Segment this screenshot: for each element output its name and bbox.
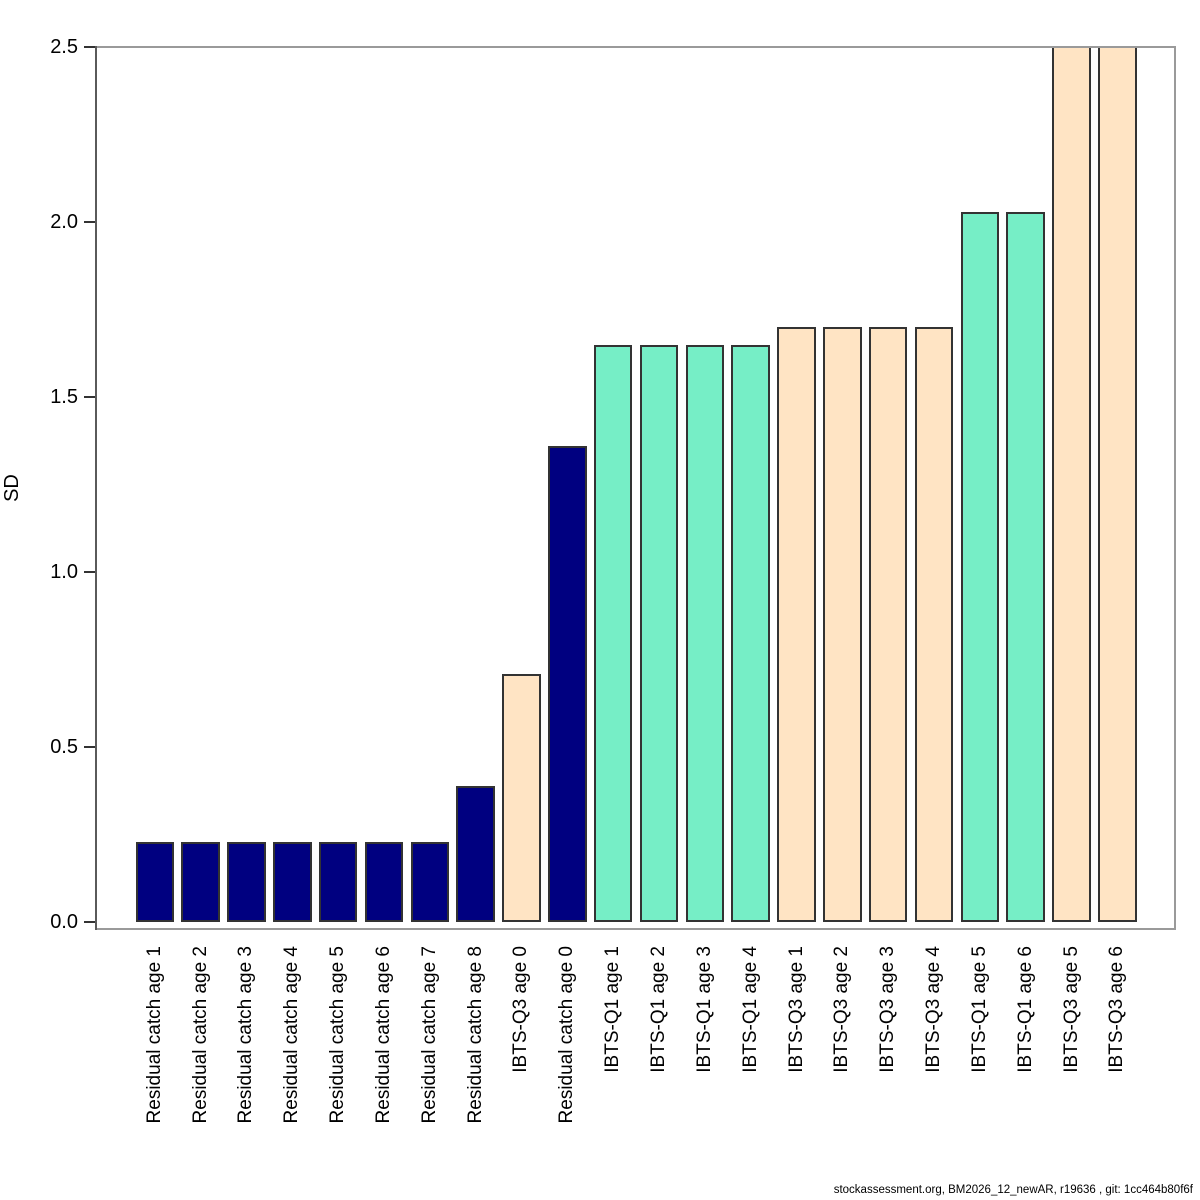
y-tick-mark-1.0 — [84, 571, 96, 573]
x-tick-label-ibts-q3-age-3: IBTS-Q3 age 3 — [877, 946, 899, 1073]
bar-ibts-q1-age-1 — [593, 344, 633, 922]
y-tick-mark-1.5 — [84, 396, 96, 398]
bar-ibts-q3-age-3 — [868, 327, 908, 922]
x-tick-label-residual-catch-age-3: Residual catch age 3 — [235, 946, 257, 1124]
bar-ibts-q1-age-2 — [639, 344, 679, 922]
y-tick-mark-0.0 — [84, 921, 96, 923]
y-axis-title: SD — [1, 474, 23, 502]
y-tick-label-0.5: 0.5 — [50, 736, 78, 758]
x-tick-label-residual-catch-age-6: Residual catch age 6 — [372, 946, 394, 1124]
x-tick-label-residual-catch-age-8: Residual catch age 8 — [464, 946, 486, 1124]
x-tick-label-ibts-q3-age-6: IBTS-Q3 age 6 — [1106, 946, 1128, 1073]
x-tick-label-ibts-q1-age-3: IBTS-Q1 age 3 — [693, 946, 715, 1073]
y-tick-mark-0.5 — [84, 746, 96, 748]
x-tick-label-ibts-q1-age-5: IBTS-Q1 age 5 — [968, 946, 990, 1073]
y-tick-label-2.0: 2.0 — [50, 211, 78, 233]
bar-residual-catch-age-6 — [364, 841, 404, 922]
x-tick-label-ibts-q1-age-1: IBTS-Q1 age 1 — [602, 946, 624, 1073]
y-tick-label-1.5: 1.5 — [50, 386, 78, 408]
watermark-text: stockassessment.org, BM2026_12_newAR, r1… — [833, 1184, 1193, 1196]
bar-ibts-q1-age-4 — [731, 344, 770, 922]
x-tick-label-residual-catch-age-4: Residual catch age 4 — [281, 946, 303, 1124]
bar-residual-catch-age-1 — [135, 841, 174, 922]
bar-residual-catch-age-4 — [273, 841, 312, 922]
x-tick-label-residual-catch-age-7: Residual catch age 7 — [418, 946, 440, 1124]
bar-ibts-q1-age-5 — [960, 211, 1000, 922]
bar-ibts-q3-age-6 — [1098, 47, 1137, 922]
x-tick-label-ibts-q3-age-5: IBTS-Q3 age 5 — [1060, 946, 1082, 1073]
x-tick-label-ibts-q1-age-2: IBTS-Q1 age 2 — [647, 946, 669, 1073]
bar-ibts-q3-age-1 — [777, 327, 816, 922]
x-tick-label-ibts-q3-age-2: IBTS-Q3 age 2 — [831, 946, 853, 1073]
x-tick-label-residual-catch-age-5: Residual catch age 5 — [327, 946, 349, 1124]
y-tick-mark-2.0 — [84, 221, 96, 223]
bar-ibts-q3-age-2 — [823, 327, 862, 922]
bar-residual-catch-age-2 — [181, 841, 220, 922]
x-tick-label-residual-catch-age-1: Residual catch age 1 — [143, 946, 165, 1124]
y-tick-label-0.0: 0.0 — [50, 911, 78, 933]
bar-residual-catch-age-5 — [318, 841, 358, 922]
y-tick-mark-2.5 — [84, 46, 96, 48]
x-tick-label-ibts-q3-age-4: IBTS-Q3 age 4 — [923, 946, 945, 1073]
y-axis-line — [95, 46, 97, 930]
bar-ibts-q3-age-5 — [1052, 47, 1091, 922]
bar-residual-catch-age-8 — [456, 785, 495, 922]
bar-ibts-q3-age-0 — [502, 673, 541, 922]
bar-residual-catch-age-0 — [548, 446, 587, 922]
y-tick-label-1.0: 1.0 — [50, 561, 78, 583]
bar-ibts-q1-age-3 — [685, 344, 725, 922]
x-tick-label-ibts-q3-age-0: IBTS-Q3 age 0 — [510, 946, 532, 1073]
x-tick-label-ibts-q1-age-6: IBTS-Q1 age 6 — [1014, 946, 1036, 1073]
bar-residual-catch-age-7 — [410, 841, 450, 922]
bar-ibts-q1-age-6 — [1006, 211, 1045, 922]
x-tick-label-ibts-q1-age-4: IBTS-Q1 age 4 — [739, 946, 761, 1073]
x-tick-label-residual-catch-age-0: Residual catch age 0 — [556, 946, 578, 1124]
bar-residual-catch-age-3 — [227, 841, 266, 922]
bar-ibts-q3-age-4 — [914, 327, 954, 922]
y-tick-label-2.5: 2.5 — [50, 36, 78, 58]
x-tick-label-residual-catch-age-2: Residual catch age 2 — [189, 946, 211, 1124]
x-tick-label-ibts-q3-age-1: IBTS-Q3 age 1 — [785, 946, 807, 1073]
